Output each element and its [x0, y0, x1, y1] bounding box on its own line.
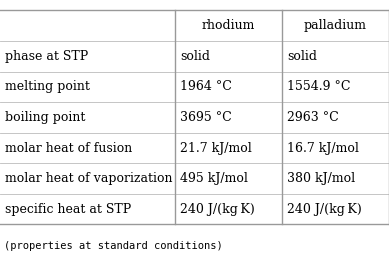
Text: 495 kJ/mol: 495 kJ/mol: [180, 172, 248, 185]
Text: 21.7 kJ/mol: 21.7 kJ/mol: [180, 141, 252, 155]
Text: boiling point: boiling point: [5, 111, 86, 124]
Text: 240 J/(kg K): 240 J/(kg K): [287, 203, 362, 216]
Text: 2963 °C: 2963 °C: [287, 111, 339, 124]
Text: specific heat at STP: specific heat at STP: [5, 203, 131, 216]
Text: molar heat of fusion: molar heat of fusion: [5, 141, 132, 155]
Text: 16.7 kJ/mol: 16.7 kJ/mol: [287, 141, 359, 155]
Text: solid: solid: [180, 50, 210, 63]
Text: molar heat of vaporization: molar heat of vaporization: [5, 172, 173, 185]
Text: (properties at standard conditions): (properties at standard conditions): [4, 241, 223, 251]
Text: melting point: melting point: [5, 80, 90, 93]
Text: rhodium: rhodium: [202, 19, 255, 32]
Text: 240 J/(kg K): 240 J/(kg K): [180, 203, 255, 216]
Text: 1554.9 °C: 1554.9 °C: [287, 80, 350, 93]
Text: solid: solid: [287, 50, 317, 63]
Text: palladium: palladium: [304, 19, 367, 32]
Text: 3695 °C: 3695 °C: [180, 111, 232, 124]
Text: 380 kJ/mol: 380 kJ/mol: [287, 172, 355, 185]
Text: 1964 °C: 1964 °C: [180, 80, 232, 93]
Text: phase at STP: phase at STP: [5, 50, 88, 63]
